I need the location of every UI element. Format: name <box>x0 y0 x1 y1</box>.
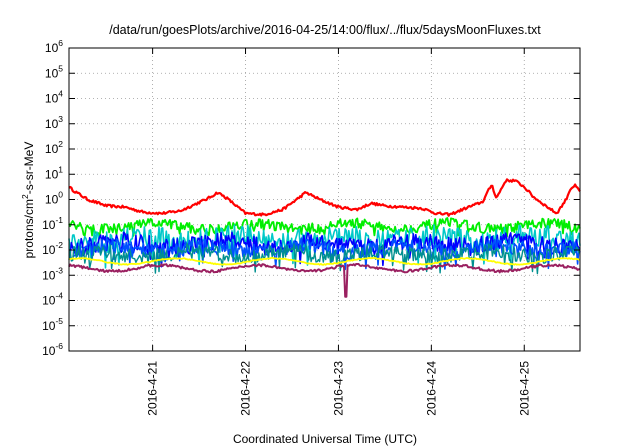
y-tick-label: 102 <box>45 139 63 156</box>
series-line-6 <box>68 242 581 275</box>
y-tick-label: 10-4 <box>42 291 63 308</box>
chart-title: /data/run/goesPlots/archive/2016-04-25/1… <box>109 23 541 37</box>
y-tick-label: 10-5 <box>42 316 63 333</box>
data-series <box>68 178 581 298</box>
y-tick-label: 10-2 <box>42 240 63 257</box>
y-axis-label-superscript: 2 <box>20 194 30 199</box>
y-tick-label: 10-3 <box>42 265 63 282</box>
y-tick-label: 106 <box>45 38 63 55</box>
y-tick-label: 101 <box>45 164 63 181</box>
y-tick-label: 10-6 <box>42 341 63 358</box>
series-line-1 <box>68 178 581 217</box>
y-axis-label-main: protons/cm <box>22 199 36 258</box>
y-tick-label: 10-1 <box>42 215 63 232</box>
grid-lines <box>69 48 580 351</box>
plot-frame <box>68 47 581 352</box>
y-axis-label-tail: -s-sr-MeV <box>22 142 36 195</box>
x-tick-label: 2016-4-23 <box>331 361 345 416</box>
y-axis-label: protons/cm2-s-sr-MeV <box>20 142 36 259</box>
y-axis-ticks: 106 105 104 103 102 101 100 10-1 10-2 10-3 10-4 10-… <box>42 38 580 358</box>
y-tick-label: 105 <box>45 63 63 80</box>
series-line-7 <box>68 257 581 266</box>
x-tick-label: 2016-4-24 <box>424 361 438 416</box>
series-line-5 <box>68 237 581 271</box>
x-tick-label: 2016-4-25 <box>517 361 531 416</box>
x-tick-label: 2016-4-22 <box>239 361 253 416</box>
y-tick-label: 100 <box>45 190 63 207</box>
x-axis-ticks: 2016-4-21 2016-4-22 2016-4-23 2016-4-24 2016… <box>146 48 531 416</box>
y-tick-label: 104 <box>45 89 63 106</box>
x-tick-label: 2016-4-21 <box>146 361 160 416</box>
y-tick-label: 103 <box>45 114 63 131</box>
x-axis-label: Coordinated Universal Time (UTC) <box>233 432 417 446</box>
series-line-8 <box>68 263 581 298</box>
